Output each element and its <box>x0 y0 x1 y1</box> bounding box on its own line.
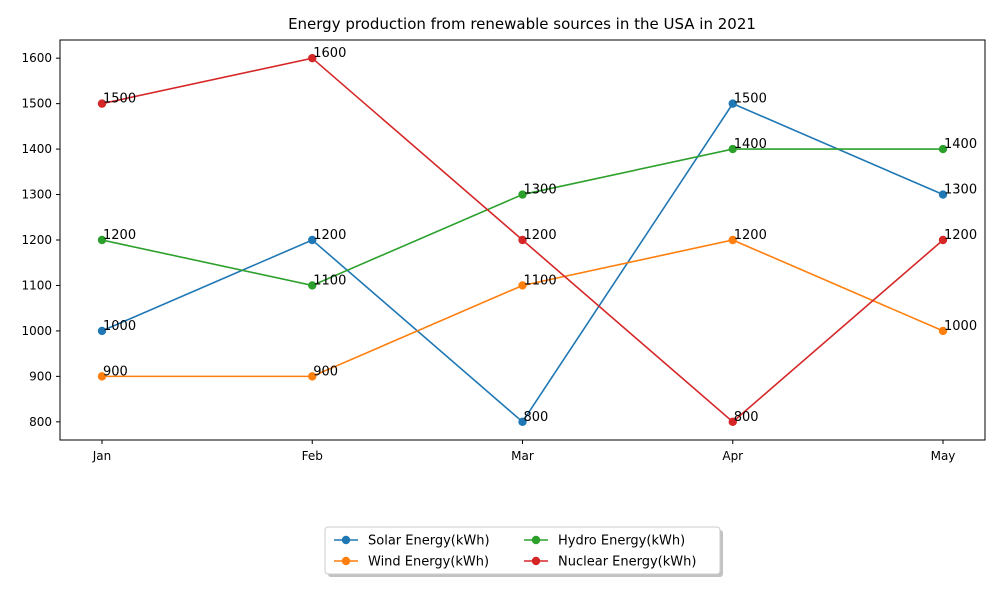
legend-entry-0: Solar Energy(kWh) <box>334 534 490 549</box>
data-point <box>97 99 107 108</box>
data-point <box>938 235 948 245</box>
data-label: 900 <box>103 364 128 379</box>
series-3 <box>97 53 948 427</box>
legend-label: Nuclear Energy(kWh) <box>558 555 696 570</box>
data-point <box>97 235 107 245</box>
y-tick-label: 1000 <box>21 324 52 338</box>
data-point <box>518 417 527 427</box>
data-label: 1100 <box>524 273 557 288</box>
data-label: 1000 <box>103 319 136 334</box>
x-tick-label: May <box>931 449 956 463</box>
data-point <box>308 53 317 63</box>
y-tick-label: 1200 <box>21 233 52 247</box>
series-line <box>101 102 944 424</box>
series-line <box>101 148 943 287</box>
data-label: 1200 <box>734 228 767 243</box>
data-point <box>308 281 317 290</box>
data-point <box>938 326 948 336</box>
data-point <box>308 235 317 245</box>
data-point <box>728 144 737 154</box>
legend-label: Hydro Energy(kWh) <box>558 534 685 549</box>
series-layer <box>97 53 948 427</box>
series-2 <box>97 144 948 290</box>
data-label: 1400 <box>734 137 767 152</box>
data-label: 1200 <box>524 228 557 243</box>
data-label: 1300 <box>524 183 557 198</box>
legend-entry-3: Nuclear Energy(kWh) <box>524 555 696 570</box>
data-point <box>518 281 527 290</box>
data-label: 900 <box>313 364 338 379</box>
data-label: 1200 <box>313 228 346 243</box>
data-point <box>518 235 527 245</box>
data-point <box>728 417 737 427</box>
data-point <box>518 190 527 199</box>
legend-entry-2: Hydro Energy(kWh) <box>524 534 685 549</box>
data-label: 800 <box>524 410 549 425</box>
legend-marker <box>341 535 351 545</box>
legend-frame <box>324 526 721 575</box>
legend-entry-1: Wind Energy(kWh) <box>334 555 489 570</box>
data-point <box>97 372 107 381</box>
data-label: 1100 <box>313 273 346 288</box>
data-label: 1400 <box>944 137 977 152</box>
y-tick-label: 1400 <box>21 142 52 156</box>
data-point <box>938 190 948 199</box>
data-label: 1000 <box>944 319 977 334</box>
legend-marker <box>531 556 541 566</box>
data-labels: 1000 1200 800 1500 1300 900 900 1100 1200 1000 120… <box>103 46 977 425</box>
data-label: 1300 <box>944 183 977 198</box>
x-tick-label: Mar <box>511 449 534 463</box>
y-tick-label: 1100 <box>21 278 52 292</box>
series-line <box>102 239 944 378</box>
chart-title: Energy production from renewable sources… <box>288 15 756 33</box>
data-point <box>97 326 107 336</box>
data-label: 1500 <box>103 92 136 107</box>
x-tick-label: Jan <box>92 449 112 463</box>
data-point <box>938 144 948 154</box>
data-point <box>308 372 317 381</box>
y-tick-label: 1600 <box>21 51 52 65</box>
y-tick-label: 1300 <box>21 188 52 202</box>
legend-marker <box>341 556 351 566</box>
y-tick-label: 1500 <box>21 97 52 111</box>
x-tick-label: Apr <box>722 449 743 463</box>
data-label: 1200 <box>103 228 136 243</box>
data-point <box>728 99 737 108</box>
data-label: 1200 <box>944 228 977 243</box>
y-tick-label: 800 <box>29 415 52 429</box>
data-point <box>728 235 737 245</box>
x-tick-label: Feb <box>302 449 323 463</box>
data-label: 1500 <box>734 92 767 107</box>
axes: 800 900 1000 1100 1200 1300 1400 1500 1600 Jan Feb… <box>21 39 986 463</box>
data-label: 1600 <box>313 46 346 61</box>
data-label: 800 <box>734 410 759 425</box>
legend: Solar Energy(kWh) Wind Energy(kWh) Hydro E… <box>324 526 723 577</box>
legend-label: Wind Energy(kWh) <box>368 555 489 570</box>
legend-marker <box>531 535 541 545</box>
legend-label: Solar Energy(kWh) <box>368 534 490 549</box>
y-tick-label: 900 <box>29 369 52 383</box>
series-1 <box>97 235 948 381</box>
